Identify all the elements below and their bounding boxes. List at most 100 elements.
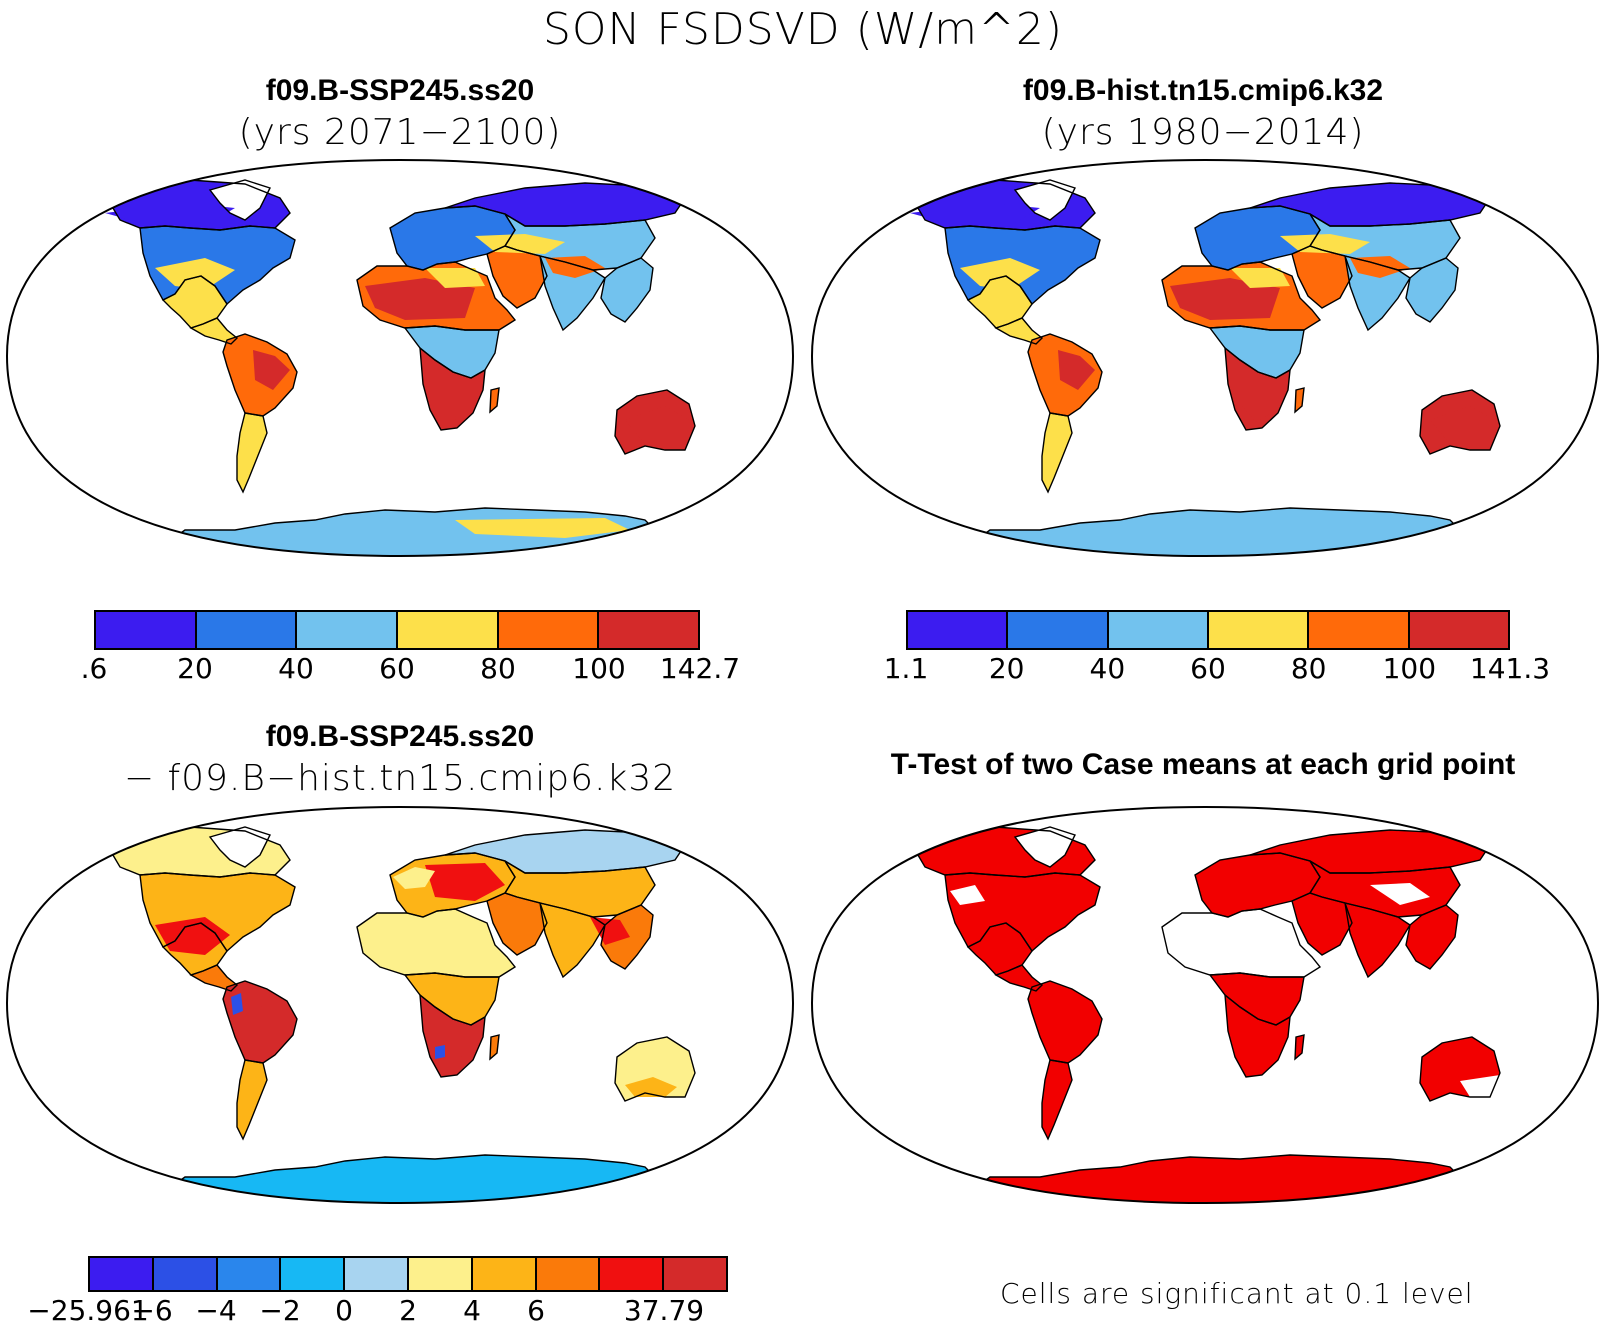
colorbar-tick-label: 20 — [988, 652, 1025, 685]
shading-patch — [231, 993, 243, 1015]
colorbar-tick-label: 40 — [1089, 652, 1126, 685]
shading-patch — [105, 203, 235, 226]
coastline — [1013, 179, 1076, 221]
colorbar-tick-label: 6 — [527, 1294, 545, 1327]
map-panel-ttest — [810, 805, 1600, 1205]
coastline — [966, 275, 1033, 329]
coastline — [966, 922, 1033, 976]
coastline — [222, 333, 298, 417]
shading-patch — [625, 1077, 677, 1097]
coastline — [1224, 993, 1291, 1078]
coastline — [236, 412, 268, 494]
coastline — [1161, 261, 1322, 331]
panel1-subtitle: (yrs 2071−2100) — [238, 112, 562, 153]
coastline — [208, 826, 271, 868]
coastline — [1344, 902, 1411, 979]
colorbar-swatch — [472, 1258, 537, 1290]
colorbar-tick-label: 80 — [480, 652, 516, 685]
colorbar-ssp245 — [94, 610, 700, 650]
shading-patch — [155, 917, 230, 955]
shading-patch — [445, 1020, 473, 1059]
shading-patch — [425, 268, 485, 288]
colorbar-swatch — [408, 1258, 473, 1290]
colorbar-tick-label: 0 — [335, 1294, 353, 1327]
shading-patch — [455, 518, 630, 538]
coastline — [189, 317, 239, 345]
coastline — [539, 902, 606, 979]
colorbar-swatch — [96, 612, 197, 648]
coastline — [161, 922, 228, 976]
colorbar-tick-label: 60 — [1190, 652, 1226, 685]
shading-patch — [1028, 1103, 1042, 1135]
coastline — [1344, 255, 1411, 332]
map-border — [810, 805, 1600, 1205]
map-panel-hist — [810, 158, 1600, 558]
shading-patch — [950, 885, 985, 905]
colorbar-tick-label: −4 — [195, 1294, 237, 1327]
colorbar-tick-label: 142.7 — [659, 652, 741, 685]
panel2-title: f09.B-hist.tn15.cmip6.k32 — [1022, 74, 1384, 107]
coastline — [208, 179, 271, 221]
shading-patch — [155, 258, 235, 290]
map-border — [810, 158, 1600, 558]
map-border — [5, 158, 795, 558]
coastline — [600, 257, 654, 323]
ttest-note: Cells are significant at 0.1 level — [1000, 1277, 1474, 1310]
shading-patch — [1190, 930, 1280, 957]
colorbar-swatch — [1309, 612, 1410, 648]
colorbar-swatch — [536, 1258, 601, 1290]
shading-patch — [435, 380, 475, 422]
colorbar-swatch — [90, 1258, 154, 1290]
colorbar-swatch — [1008, 612, 1109, 648]
coastline — [1013, 826, 1076, 868]
colorbar-tick-label: 80 — [1290, 652, 1327, 685]
figure-title: SON FSDSVD (W/m^2) — [542, 4, 1064, 55]
coastline — [356, 261, 517, 331]
colorbar-tick-label: 141.3 — [1469, 652, 1551, 685]
coastline — [419, 993, 486, 1078]
map-border — [5, 805, 795, 1205]
colorbar-tick-label: 20 — [177, 652, 213, 685]
shading-patch — [1058, 350, 1095, 390]
colorbar-swatch — [398, 612, 499, 648]
map-panel-ssp245 — [5, 158, 795, 558]
coastline — [1291, 245, 1353, 309]
panel4-title: T-Test of two Case means at each grid po… — [890, 748, 1516, 781]
coastline — [486, 892, 548, 956]
colorbar-hist — [906, 610, 1510, 650]
coastline — [489, 1034, 500, 1061]
shading-patch — [365, 278, 475, 320]
coastline — [489, 387, 500, 414]
shading-patch — [910, 203, 1040, 226]
colorbar-swatch — [345, 1258, 409, 1290]
colorbar-swatch — [498, 612, 600, 648]
colorbar-tick-label: 37.79 — [623, 1294, 705, 1327]
coastline — [1419, 1036, 1501, 1102]
coastline — [1041, 1059, 1073, 1141]
colorbar-swatch — [1108, 612, 1209, 648]
shading-patch — [1170, 278, 1280, 320]
shading-patch — [625, 406, 689, 444]
colorbar-tick-label: −2 — [259, 1294, 301, 1327]
colorbar-swatch — [600, 1258, 665, 1290]
shading-patch — [425, 863, 505, 901]
shading-patch — [590, 917, 630, 945]
coastline — [994, 964, 1044, 992]
colorbar-tick-label: 100 — [1382, 652, 1437, 685]
coastline — [1161, 908, 1322, 978]
coastline — [1405, 904, 1459, 970]
coastline — [1419, 389, 1501, 455]
colorbar-swatch — [664, 1258, 726, 1290]
shading-patch — [1240, 380, 1280, 422]
shading-patch — [255, 1005, 291, 1045]
shading-patch — [435, 1045, 445, 1059]
map-panel-difference — [5, 805, 795, 1205]
coastline — [1027, 980, 1103, 1064]
coastline — [356, 908, 517, 978]
coastline — [1041, 412, 1073, 494]
coastline — [600, 904, 654, 970]
colorbar-swatch — [1409, 612, 1508, 648]
coastline — [614, 1036, 696, 1102]
shading-patch — [960, 258, 1040, 290]
colorbar-swatch — [908, 612, 1009, 648]
